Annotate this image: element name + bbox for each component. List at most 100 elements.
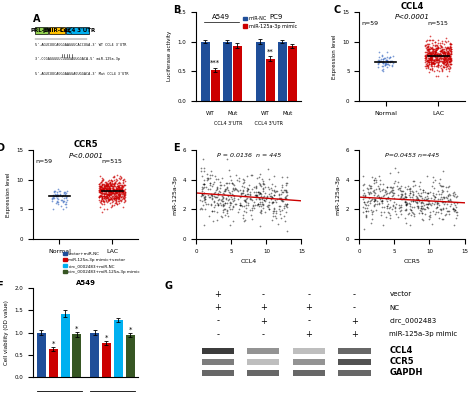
Point [447,65,454,71]
Point [370,198,378,204]
Point [419,186,427,193]
Point [210,198,218,205]
Point [436,42,443,48]
Point [381,61,389,68]
Point [425,216,433,222]
Point [116,191,124,197]
Point [434,204,441,210]
Point [379,58,386,64]
Point [244,201,252,208]
Point [414,196,422,202]
Point [248,186,255,192]
Text: +: + [214,303,221,312]
X-axis label: CCR5: CCR5 [403,259,420,264]
Point [426,209,434,215]
Point [111,196,118,202]
Point [391,165,399,171]
Point [52,193,60,199]
Point [424,57,432,63]
Point [119,195,127,201]
Point [118,189,126,196]
Point [396,195,404,201]
Point [379,56,386,62]
Point [59,192,67,198]
Point [113,195,120,201]
Point [388,61,395,68]
Point [108,190,116,196]
Point [433,62,440,69]
Point [402,207,410,213]
Point [109,177,116,184]
Point [384,201,392,208]
Point [115,184,122,191]
Point [425,62,432,68]
Point [409,183,417,189]
Point [418,206,426,212]
Point [378,198,386,204]
Point [277,214,285,220]
Point [438,199,446,205]
Point [271,173,278,180]
Point [367,196,375,203]
Point [102,195,110,201]
Point [99,195,106,201]
Point [436,196,444,202]
Point [379,52,386,59]
Point [120,192,128,198]
Point [436,51,444,58]
Point [226,202,233,208]
Point [441,57,449,63]
Point [373,201,380,208]
Point [422,201,430,207]
Point [438,59,446,65]
Point [201,194,209,200]
Point [378,200,386,206]
Point [435,45,442,51]
Point [430,193,438,200]
Bar [233,46,242,101]
Point [276,195,284,201]
Point [253,192,261,198]
Text: P<0.0001: P<0.0001 [394,15,429,20]
Point [110,181,118,187]
Bar [73,334,82,377]
Point [256,198,264,205]
Point [440,201,448,208]
Point [283,201,291,207]
Point [246,191,254,197]
Point [428,49,436,55]
Point [423,52,430,59]
Point [268,187,276,193]
Bar [61,314,70,377]
Point [223,207,231,213]
Point [259,204,267,211]
Point [443,50,451,56]
Point [116,180,123,186]
Point [106,197,113,204]
Point [114,183,121,189]
Point [431,39,438,45]
Point [440,48,448,55]
Point [425,213,433,219]
Point [383,57,391,63]
Point [428,45,435,51]
Point [428,60,435,66]
Point [213,217,221,223]
Point [445,58,452,64]
Point [443,201,451,208]
Point [396,187,404,193]
Point [391,204,398,211]
Point [118,188,126,194]
Point [434,59,441,65]
Point [103,195,110,201]
Point [442,62,449,68]
Point [109,187,117,193]
Point [403,202,410,208]
Point [428,37,436,43]
Point [225,204,233,210]
Text: D: D [0,143,4,153]
Point [385,210,393,217]
Point [446,203,454,209]
Point [437,55,445,62]
Point [430,46,438,52]
